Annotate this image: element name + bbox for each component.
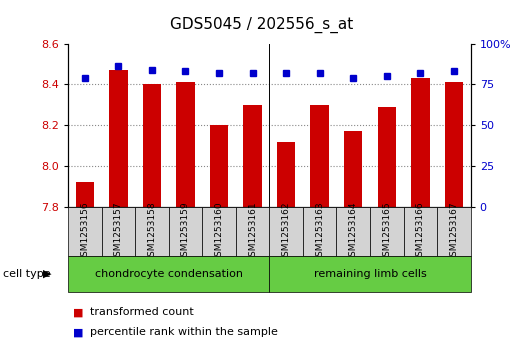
Text: ■: ■ bbox=[73, 327, 84, 337]
Bar bbox=[378, 107, 396, 207]
Bar bbox=[101, 207, 135, 256]
Bar bbox=[243, 105, 262, 207]
Text: remaining limb cells: remaining limb cells bbox=[314, 269, 426, 279]
Text: cell type: cell type bbox=[3, 269, 50, 279]
Bar bbox=[68, 256, 269, 292]
Bar bbox=[210, 125, 228, 207]
Bar bbox=[68, 207, 101, 256]
Text: GSM1253167: GSM1253167 bbox=[449, 201, 459, 262]
Text: GSM1253157: GSM1253157 bbox=[114, 201, 123, 262]
Bar bbox=[303, 207, 336, 256]
Text: percentile rank within the sample: percentile rank within the sample bbox=[90, 327, 278, 337]
Bar bbox=[370, 207, 404, 256]
Bar bbox=[109, 70, 128, 207]
Bar bbox=[277, 142, 295, 207]
Bar bbox=[176, 82, 195, 207]
Bar bbox=[202, 207, 236, 256]
Bar bbox=[311, 105, 329, 207]
Text: GSM1253166: GSM1253166 bbox=[416, 201, 425, 262]
Text: GSM1253162: GSM1253162 bbox=[281, 201, 291, 262]
Text: GSM1253161: GSM1253161 bbox=[248, 201, 257, 262]
Bar bbox=[143, 85, 161, 207]
Text: GSM1253164: GSM1253164 bbox=[349, 201, 358, 262]
Text: chondrocyte condensation: chondrocyte condensation bbox=[95, 269, 243, 279]
Bar bbox=[437, 207, 471, 256]
Bar bbox=[236, 207, 269, 256]
Bar bbox=[269, 256, 471, 292]
Text: GSM1253165: GSM1253165 bbox=[382, 201, 391, 262]
Text: GSM1253160: GSM1253160 bbox=[214, 201, 223, 262]
Bar bbox=[344, 131, 362, 207]
Text: ▶: ▶ bbox=[43, 269, 52, 279]
Text: GSM1253163: GSM1253163 bbox=[315, 201, 324, 262]
Bar bbox=[269, 207, 303, 256]
Text: GSM1253158: GSM1253158 bbox=[147, 201, 156, 262]
Text: GSM1253159: GSM1253159 bbox=[181, 201, 190, 262]
Bar bbox=[336, 207, 370, 256]
Bar bbox=[75, 183, 94, 207]
Bar bbox=[445, 82, 463, 207]
Text: ■: ■ bbox=[73, 307, 84, 317]
Text: GSM1253156: GSM1253156 bbox=[80, 201, 89, 262]
Bar bbox=[135, 207, 168, 256]
Bar bbox=[404, 207, 437, 256]
Text: GDS5045 / 202556_s_at: GDS5045 / 202556_s_at bbox=[170, 16, 353, 33]
Bar bbox=[168, 207, 202, 256]
Bar bbox=[411, 78, 429, 207]
Text: transformed count: transformed count bbox=[90, 307, 194, 317]
